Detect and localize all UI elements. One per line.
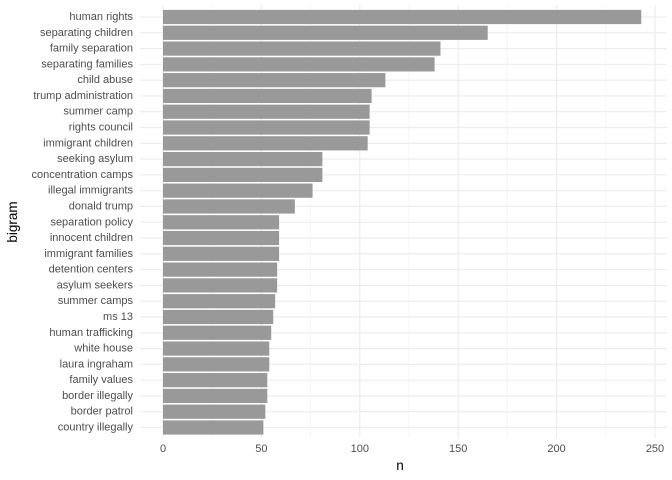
bar-human-rights [163,9,642,25]
y-tick-label: border patrol [71,406,133,418]
bar-family-separation [163,41,441,56]
x-tick-label: 150 [449,443,467,455]
y-tick-label: family values [69,374,133,386]
bar-white-house [163,341,270,356]
bar-rights-council [163,120,370,135]
y-tick-label: concentration camps [32,169,134,181]
bar-immigrant-children [163,136,368,151]
x-tick-label: 50 [255,443,267,455]
y-tick-label: detention centers [49,264,134,276]
bar-family-values [163,373,268,388]
x-tick-label: 200 [547,443,565,455]
y-tick-label: donald trump [69,200,133,212]
y-tick-label: immigrant children [43,137,133,149]
y-tick-label: immigrant families [44,248,133,260]
bars [163,9,642,435]
y-tick-label: child abuse [77,74,133,86]
bar-summer-camp [163,104,370,119]
x-tick-label: 250 [646,443,664,455]
y-axis-title: bigram [5,201,20,242]
y-tick-label: summer camps [58,295,134,307]
bar-immigrant-families [163,246,280,261]
y-tick-label: human trafficking [49,327,133,339]
y-tick-label: innocent children [50,232,133,244]
y-tick-label: white house [73,343,133,355]
x-tick-label: 0 [160,443,166,455]
y-tick-label: separating children [40,27,133,39]
y-tick-label: trump administration [33,90,133,102]
bar-border-illegally [163,388,268,404]
bar-asylum-seekers [163,278,278,293]
bar-seeking-asylum [163,151,323,167]
bar-concentration-camps [163,167,323,182]
bar-donald-trump [163,199,295,214]
bar-trump-administration [163,88,372,104]
bar-border-patrol [163,404,266,419]
bar-separating-children [163,25,488,40]
bar-child-abuse [163,73,386,88]
y-tick-labels: human rights separating children family se… [32,11,134,434]
y-tick-label: illegal immigrants [48,185,133,197]
y-tick-label: family separation [50,43,133,55]
x-axis-title: n [396,458,404,473]
bar-ms-13 [163,309,274,325]
bar-innocent-children [163,230,280,246]
x-tick-labels: 0 50 100 150 200 250 [160,443,664,455]
y-tick-label: summer camp [63,106,133,118]
bar-separating-families [163,57,435,72]
y-tick-label: separation policy [50,216,133,228]
y-tick-label: border illegally [62,390,133,402]
y-tick-label: human rights [69,11,133,23]
bar-summer-camps [163,294,276,309]
y-tick-label: rights council [69,122,133,134]
bar-illegal-immigrants [163,183,313,198]
bar-country-illegally [163,420,264,435]
bar-detention-centers [163,262,278,277]
y-tick-label: country illegally [58,422,134,434]
bar-laura-ingraham [163,357,270,372]
y-tick-label: laura ingraham [60,358,133,370]
y-tick-label: asylum seekers [57,279,134,291]
y-tick-label: seeking asylum [57,153,133,165]
x-tick-label: 100 [351,443,369,455]
bar-separation-policy [163,215,280,230]
y-tick-label: separating families [41,58,133,70]
y-tick-label: ms 13 [103,311,133,323]
bar-human-trafficking [163,325,272,340]
